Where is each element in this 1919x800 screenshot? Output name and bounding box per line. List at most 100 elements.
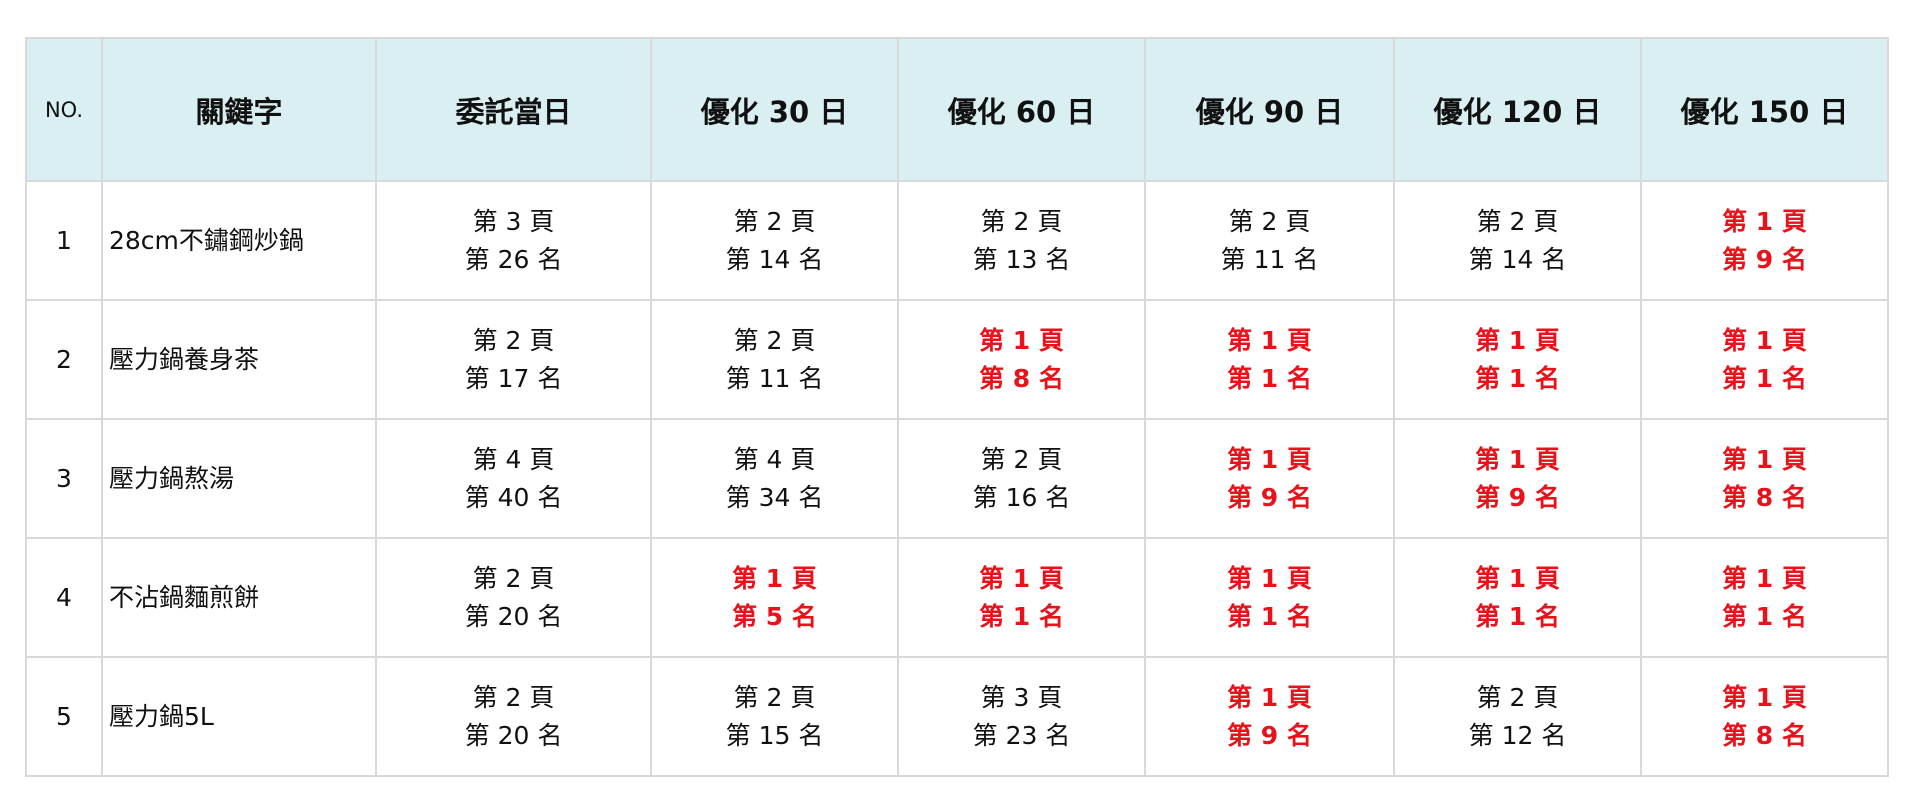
column-header: 委託當日	[375, 37, 652, 182]
ranking-cell: 第 1 頁第 9 名	[1640, 180, 1889, 301]
table-row: 2 壓力鍋養身茶第 2 頁第 17 名第 2 頁第 11 名第 1 頁第 8 名第…	[25, 299, 1889, 420]
rank-number: 第 20 名	[464, 720, 563, 750]
page-number: 第 1 頁	[1722, 206, 1807, 236]
rank-number: 第 26 名	[464, 244, 563, 274]
page-number: 第 2 頁	[1476, 206, 1559, 236]
page-number: 第 2 頁	[980, 444, 1063, 474]
ranking-cell: 第 2 頁第 14 名	[1393, 180, 1642, 301]
page-number: 第 1 頁	[1722, 682, 1807, 712]
row-number: 2	[25, 299, 103, 420]
rank-number: 第 1 名	[1722, 363, 1807, 393]
rank-number: 第 1 名	[1227, 601, 1312, 631]
table-row: 1 28cm不鏽鋼炒鍋第 3 頁第 26 名第 2 頁第 14 名第 2 頁第 1…	[25, 180, 1889, 301]
page-number: 第 1 頁	[1475, 444, 1560, 474]
rank-number: 第 14 名	[1468, 244, 1567, 274]
rank-number: 第 17 名	[464, 363, 563, 393]
column-header: 優化 120 日	[1393, 37, 1642, 182]
rank-number: 第 1 名	[979, 601, 1064, 631]
column-header: 優化 150 日	[1640, 37, 1889, 182]
rank-number: 第 1 名	[1227, 363, 1312, 393]
rank-number: 第 8 名	[1722, 720, 1807, 750]
rank-number: 第 5 名	[732, 601, 817, 631]
ranking-cell: 第 1 頁第 1 名	[1144, 299, 1395, 420]
rank-number: 第 34 名	[725, 482, 824, 512]
ranking-cell: 第 1 頁第 1 名	[1640, 537, 1889, 658]
page-number: 第 1 頁	[1227, 444, 1312, 474]
rank-number: 第 23 名	[972, 720, 1071, 750]
column-header: NO.	[25, 37, 103, 182]
rank-number: 第 9 名	[1227, 482, 1312, 512]
page-number: 第 2 頁	[472, 682, 555, 712]
column-header: 優化 60 日	[897, 37, 1146, 182]
ranking-cell: 第 1 頁第 1 名	[1393, 537, 1642, 658]
ranking-cell: 第 1 頁第 9 名	[1393, 418, 1642, 539]
ranking-cell: 第 4 頁第 40 名	[375, 418, 652, 539]
keyword-cell: 壓力鍋5L	[101, 656, 377, 777]
keyword-cell: 壓力鍋熬湯	[101, 418, 377, 539]
page-number: 第 1 頁	[732, 563, 817, 593]
rank-number: 第 9 名	[1475, 482, 1560, 512]
table-row: 4 不沾鍋麵煎餅第 2 頁第 20 名第 1 頁第 5 名第 1 頁第 1 名第 …	[25, 537, 1889, 658]
keyword-cell: 壓力鍋養身茶	[101, 299, 377, 420]
ranking-cell: 第 1 頁第 9 名	[1144, 656, 1395, 777]
header-row: NO. 關鍵字 委託當日 優化 30 日優化 60 日優化 90 日優化 120 日優…	[25, 37, 1889, 182]
page-number: 第 2 頁	[733, 325, 816, 355]
rank-number: 第 1 名	[1722, 601, 1807, 631]
page-number: 第 1 頁	[1227, 563, 1312, 593]
ranking-cell: 第 1 頁第 8 名	[1640, 656, 1889, 777]
page-number: 第 3 頁	[980, 682, 1063, 712]
ranking-cell: 第 2 頁第 20 名	[375, 537, 652, 658]
rank-number: 第 11 名	[1220, 244, 1319, 274]
ranking-cell: 第 2 頁第 12 名	[1393, 656, 1642, 777]
page-number: 第 1 頁	[979, 563, 1064, 593]
ranking-cell: 第 1 頁第 5 名	[650, 537, 899, 658]
rank-number: 第 12 名	[1468, 720, 1567, 750]
page-number: 第 4 頁	[733, 444, 816, 474]
row-number: 5	[25, 656, 103, 777]
row-number: 1	[25, 180, 103, 301]
table-row: 5 壓力鍋5L 第 2 頁第 20 名第 2 頁第 15 名第 3 頁第 23 名第…	[25, 656, 1889, 777]
page-number: 第 3 頁	[472, 206, 555, 236]
rank-number: 第 20 名	[464, 601, 563, 631]
rank-number: 第 14 名	[725, 244, 824, 274]
rank-number: 第 13 名	[972, 244, 1071, 274]
ranking-cell: 第 2 頁第 17 名	[375, 299, 652, 420]
ranking-cell: 第 2 頁第 11 名	[650, 299, 899, 420]
ranking-cell: 第 2 頁第 14 名	[650, 180, 899, 301]
column-header: 關鍵字	[101, 37, 377, 182]
ranking-cell: 第 2 頁第 11 名	[1144, 180, 1395, 301]
page-number: 第 1 頁	[1722, 563, 1807, 593]
ranking-cell: 第 1 頁第 9 名	[1144, 418, 1395, 539]
column-header: 優化 90 日	[1144, 37, 1395, 182]
rank-number: 第 16 名	[972, 482, 1071, 512]
page-number: 第 4 頁	[472, 444, 555, 474]
ranking-cell: 第 4 頁第 34 名	[650, 418, 899, 539]
row-number: 4	[25, 537, 103, 658]
ranking-cell: 第 2 頁第 15 名	[650, 656, 899, 777]
rank-number: 第 11 名	[725, 363, 824, 393]
page-number: 第 1 頁	[1227, 325, 1312, 355]
page-number: 第 2 頁	[733, 682, 816, 712]
ranking-cell: 第 1 頁第 1 名	[1640, 299, 1889, 420]
keyword-cell: 不沾鍋麵煎餅	[101, 537, 377, 658]
page-number: 第 2 頁	[1476, 682, 1559, 712]
ranking-cell: 第 2 頁第 13 名	[897, 180, 1146, 301]
rank-number: 第 1 名	[1475, 363, 1560, 393]
table-row: 3 壓力鍋熬湯第 4 頁第 40 名第 4 頁第 34 名第 2 頁第 16 名第…	[25, 418, 1889, 539]
page-number: 第 1 頁	[979, 325, 1064, 355]
row-number: 3	[25, 418, 103, 539]
ranking-cell: 第 1 頁第 8 名	[897, 299, 1146, 420]
ranking-cell: 第 1 頁第 1 名	[897, 537, 1146, 658]
page-number: 第 2 頁	[1228, 206, 1311, 236]
rank-number: 第 40 名	[464, 482, 563, 512]
column-header: 優化 30 日	[650, 37, 899, 182]
page-number: 第 2 頁	[472, 563, 555, 593]
rank-number: 第 8 名	[1722, 482, 1807, 512]
rank-number: 第 9 名	[1227, 720, 1312, 750]
rank-number: 第 15 名	[725, 720, 824, 750]
rank-number: 第 9 名	[1722, 244, 1807, 274]
page-number: 第 1 頁	[1475, 563, 1560, 593]
keyword-cell: 28cm不鏽鋼炒鍋	[101, 180, 377, 301]
page-number: 第 1 頁	[1475, 325, 1560, 355]
page-number: 第 1 頁	[1722, 444, 1807, 474]
